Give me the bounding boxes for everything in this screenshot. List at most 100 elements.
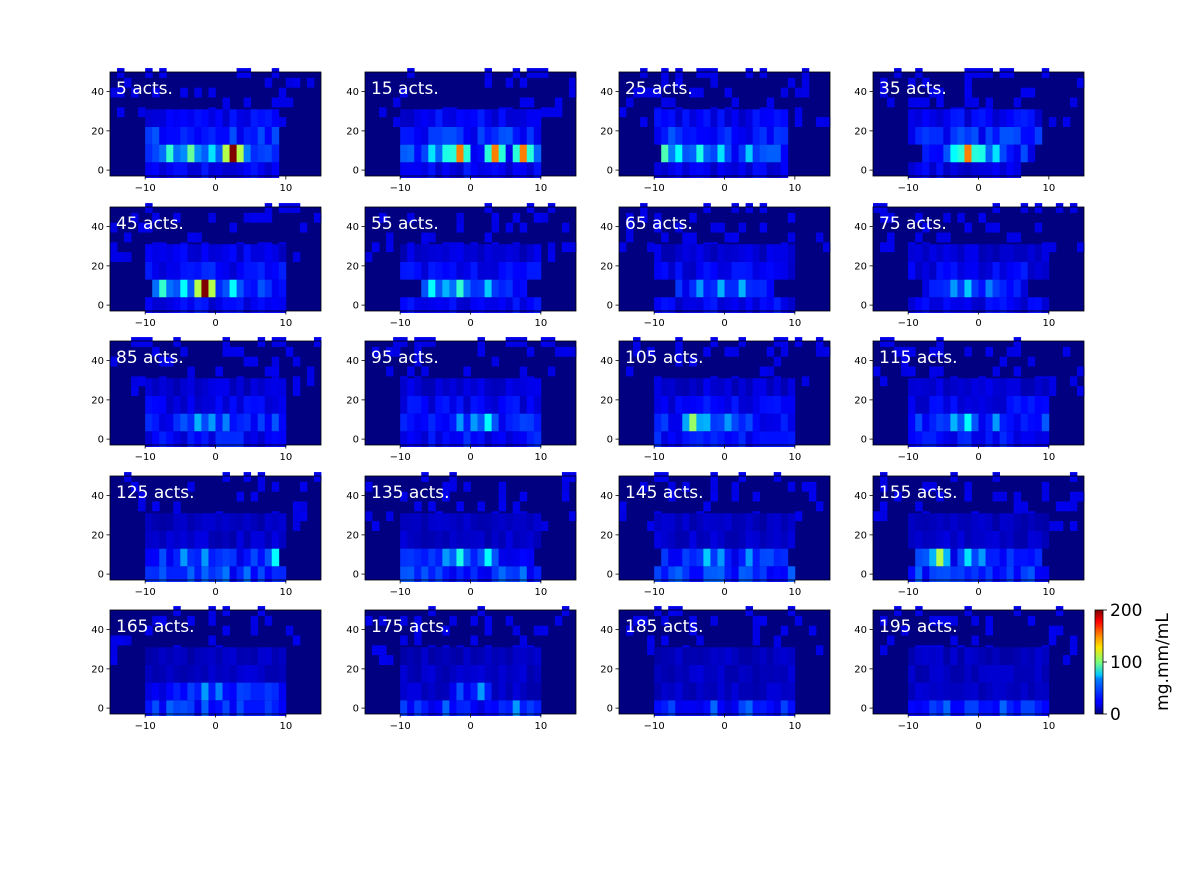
heatmap-cell — [971, 279, 979, 298]
panel-title: 85 acts. — [116, 348, 184, 368]
heatmap-cell — [428, 279, 436, 298]
heatmap-cell — [484, 530, 492, 549]
heatmap-cell — [449, 413, 457, 432]
heatmap-cell — [484, 77, 492, 88]
heatmap-cell — [1013, 700, 1022, 716]
heatmap-cell — [257, 244, 266, 262]
y-tick-label: 40 — [600, 222, 613, 233]
heatmap-cell — [887, 635, 895, 646]
heatmap-cell — [675, 431, 683, 447]
heatmap-cell — [1013, 647, 1022, 665]
heatmap-cell — [278, 297, 287, 313]
heatmap-cell — [985, 413, 993, 432]
heatmap-cell — [456, 378, 464, 396]
heatmap-cell — [682, 413, 690, 432]
heatmap-cell — [505, 548, 514, 567]
heatmap-cell — [463, 481, 471, 492]
heatmap-cell — [964, 378, 972, 396]
heatmap-cell — [421, 162, 429, 178]
heatmap-cell — [229, 431, 237, 447]
heatmap-cell — [731, 378, 739, 396]
heatmap-cell — [696, 530, 704, 549]
heatmap-cell — [738, 222, 746, 233]
heatmap-cell — [738, 126, 746, 145]
heatmap-cell — [936, 682, 944, 701]
heatmap-cell — [463, 431, 471, 447]
heatmap-cell — [152, 261, 160, 280]
heatmap-cell — [661, 297, 669, 313]
heatmap-cell — [180, 664, 188, 683]
heatmap-cell — [999, 647, 1008, 665]
heatmap-cell — [661, 109, 669, 127]
heatmap-cell — [306, 376, 315, 387]
heatmap-cell — [526, 68, 535, 78]
heatmap-cell — [943, 232, 951, 243]
heatmap-cell — [173, 144, 181, 163]
heatmap-cell — [710, 682, 718, 701]
heatmap-cell — [519, 162, 528, 178]
heatmap-cell — [696, 431, 704, 447]
heatmap-cell — [519, 366, 528, 377]
heatmap-cell — [208, 606, 216, 616]
heatmap-cell — [978, 513, 986, 531]
heatmap-cell — [526, 682, 535, 701]
heatmap-cell — [208, 212, 216, 223]
heatmap-cell — [675, 261, 683, 280]
heatmap-cell — [759, 366, 768, 377]
heatmap-cell — [442, 647, 450, 665]
heatmap-cell — [773, 337, 782, 347]
heatmap-cell — [717, 513, 725, 531]
heatmap-cell — [145, 566, 153, 582]
heatmap-cell — [922, 682, 930, 701]
heatmap-cell — [470, 647, 478, 665]
heatmap-cell — [794, 87, 803, 98]
heatmap-cell — [442, 566, 450, 582]
heatmap-cell — [257, 566, 266, 582]
heatmap-cell — [400, 530, 408, 549]
heatmap-cell — [498, 513, 507, 531]
heatmap-cell — [215, 162, 223, 178]
heatmap-cell — [372, 242, 380, 253]
heatmap-cell — [815, 117, 824, 127]
heatmap-cell — [180, 413, 188, 432]
heatmap-cell — [1013, 109, 1022, 127]
heatmap-cell — [619, 107, 627, 118]
heatmap-cell — [166, 431, 174, 447]
heatmap-cell — [950, 700, 958, 716]
y-tick-label: 20 — [600, 395, 613, 406]
y-tick-label: 20 — [91, 261, 104, 272]
heatmap-cell — [1034, 395, 1043, 414]
heatmap-cell — [491, 109, 500, 127]
heatmap-cell — [703, 647, 711, 665]
heatmap-cell — [1020, 87, 1029, 98]
heatmap-cell — [992, 413, 1000, 432]
heatmap-cell — [731, 232, 739, 243]
heatmap-cell — [152, 513, 160, 531]
heatmap-cell — [654, 682, 662, 701]
x-tick-label: 0 — [467, 183, 473, 194]
heatmap-cell — [278, 117, 287, 127]
heatmap-cell — [215, 378, 223, 396]
heatmap-cell — [365, 252, 373, 262]
heatmap-cell — [229, 162, 237, 178]
heatmap-cell — [278, 337, 287, 347]
heatmap-cell — [717, 566, 725, 582]
heatmap-cell — [780, 87, 789, 98]
heatmap-cell — [491, 413, 500, 432]
heatmap-cell — [187, 144, 195, 163]
heatmap-cell — [547, 337, 556, 347]
heatmap-cell — [236, 297, 245, 313]
heatmap-cell — [477, 501, 485, 512]
heatmap-cell — [985, 431, 993, 447]
heatmap-cell — [512, 530, 521, 549]
heatmap-cell — [414, 548, 422, 567]
heatmap-cell — [626, 232, 634, 243]
x-tick-label: 10 — [279, 587, 292, 598]
heatmap-cell — [929, 378, 937, 396]
heatmap-cell — [703, 664, 711, 683]
heatmap-cell — [1013, 491, 1022, 502]
